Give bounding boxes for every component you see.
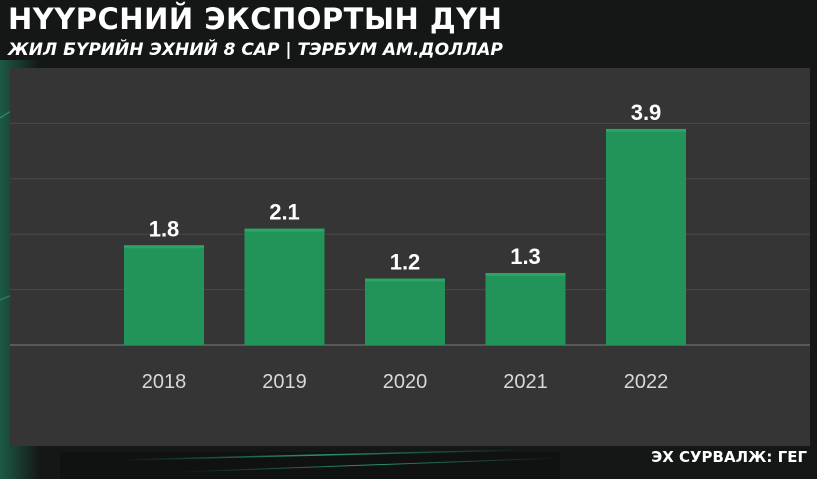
x-tick-2021: 2021	[503, 371, 548, 393]
bar-highlight-2021	[485, 272, 566, 276]
bar-2021	[485, 272, 566, 345]
bar-2022	[606, 128, 686, 345]
x-axis-ticks: 2018 2019 2020 2021 2022	[142, 371, 669, 393]
x-tick-2019: 2019	[262, 371, 307, 393]
bar-highlight-2020	[365, 278, 445, 282]
source-note: ЭХ СУРВАЛЖ: ГЕГ	[651, 448, 807, 466]
chart-subtitle: ЖИЛ БҮРИЙН ЭХНИЙ 8 САР | ТЭРБУМ АМ.ДОЛЛА…	[8, 40, 503, 60]
bar-highlight-2022	[606, 128, 686, 132]
bar-2020	[365, 278, 445, 345]
value-label-2018: 1.8	[149, 216, 180, 241]
x-tick-2022: 2022	[624, 371, 669, 393]
value-label-2021: 1.3	[510, 244, 541, 269]
value-label-2020: 1.2	[390, 250, 421, 275]
bar-highlight-2019	[244, 228, 325, 232]
chart-title: НҮҮРСНИЙ ЭКСПОРТЫН ДҮН	[8, 2, 503, 36]
x-tick-2018: 2018	[142, 371, 187, 393]
value-labels: 1.8 2.1 1.2 1.3 3.9	[149, 100, 662, 275]
bar-highlight-2018	[124, 245, 204, 249]
x-tick-2020: 2020	[383, 371, 428, 393]
bar-2018	[124, 245, 204, 345]
bars	[124, 128, 686, 345]
value-label-2019: 2.1	[269, 200, 300, 225]
value-label-2022: 3.9	[631, 100, 662, 125]
bar-2019	[244, 228, 325, 345]
bar-chart: 1.8 2.1 1.2 1.3 3.9 2018 2019 2020 2021 2022	[10, 100, 810, 393]
